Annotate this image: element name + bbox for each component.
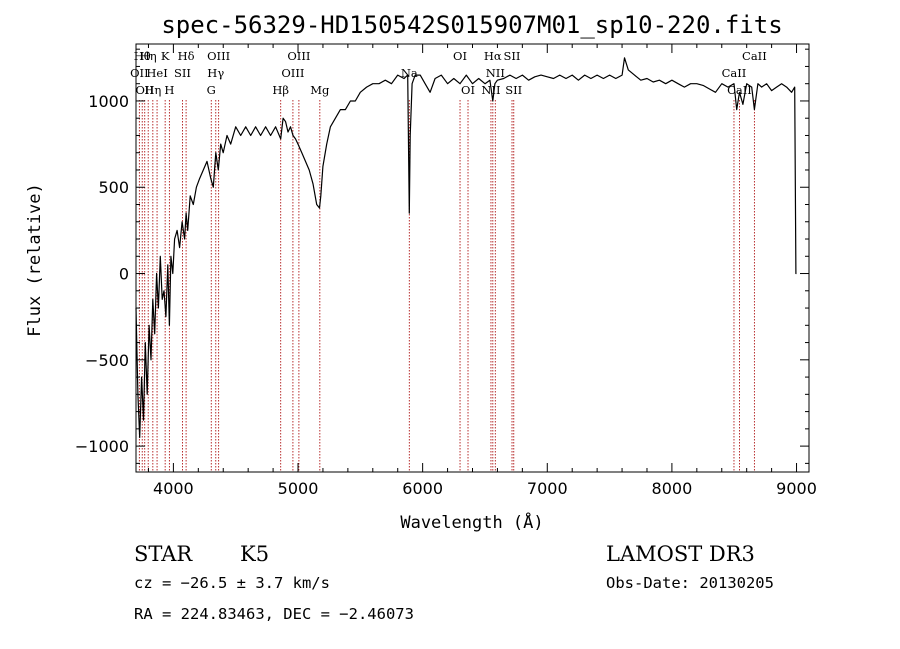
y-tick-label: 1000 — [88, 92, 129, 111]
spectral-line-label: G — [207, 83, 216, 97]
survey-name: LAMOST DR3 — [606, 542, 755, 566]
object-subclass: K5 — [240, 542, 269, 566]
spectral-line-label: SII — [505, 83, 522, 97]
spectral-line-label: Hθ — [134, 49, 151, 63]
chart-title: spec-56329-HD150542S015907M01_sp10-220.f… — [161, 11, 782, 39]
spectral-line-label: Hη — [144, 83, 161, 97]
spectral-line-label: OI — [453, 49, 467, 63]
spectral-line-label: Hγ — [207, 66, 224, 80]
y-tick-label: −500 — [85, 351, 129, 370]
redshift-cz: cz = −26.5 ± 3.7 km/s — [134, 574, 330, 592]
coordinates: RA = 224.83463, DEC = −2.46073 — [134, 605, 414, 623]
x-tick-label: 6000 — [402, 479, 443, 498]
y-axis-label: Flux (relative) — [25, 183, 45, 337]
spectral-lines: OIIHθOIIHηHηHeIKHSIIHδGHγOIIIHβOIIIOIIIM… — [130, 49, 767, 472]
spectral-line-label: OII — [130, 66, 149, 80]
flux-series-line — [135, 57, 797, 439]
spectral-line-label: Hη — [140, 49, 157, 63]
spectral-line-label: K — [161, 49, 170, 63]
x-tick-label: 5000 — [278, 479, 319, 498]
spectral-line-label: Hα — [484, 49, 502, 63]
spectral-line-label: Hδ — [178, 49, 195, 63]
spectral-line-label: OIII — [287, 49, 310, 63]
spectral-line-label: Hβ — [272, 83, 289, 97]
spectral-line-label: SII — [504, 49, 521, 63]
spectral-line-label: OII — [135, 83, 154, 97]
obs-date: Obs-Date: 20130205 — [606, 574, 774, 592]
spectral-line-label: OIII — [281, 66, 304, 80]
spectral-line-label: CaII — [742, 49, 767, 63]
x-tick-label: 7000 — [527, 479, 568, 498]
plot-frame — [135, 43, 810, 473]
y-tick-label: −1000 — [75, 437, 129, 456]
spectral-line-label: H — [164, 83, 174, 97]
y-tick-label: 500 — [98, 178, 129, 197]
spectral-line-label: SII — [174, 66, 191, 80]
x-tick-label: 8000 — [652, 479, 693, 498]
x-axis-label: Wavelength (Å) — [400, 511, 543, 533]
object-class: STAR — [134, 542, 193, 566]
spectral-line-label: Na — [401, 66, 418, 80]
spectral-line-label: HeI — [146, 66, 167, 80]
spectral-line-label: NII — [486, 66, 505, 80]
x-tick-label: 4000 — [153, 479, 194, 498]
y-tick-label: 0 — [119, 265, 129, 284]
spectral-line-label: Mg — [310, 83, 330, 97]
spectral-line-label: OI — [461, 83, 475, 97]
axis-ticks: 4000 5000 6000 7000 8000 9000 −1000 −500 0 500 100… — [75, 44, 817, 498]
spectral-line-label: CaII — [722, 66, 747, 80]
x-tick-label: 9000 — [776, 479, 817, 498]
spectral-line-label: OIII — [207, 49, 230, 63]
